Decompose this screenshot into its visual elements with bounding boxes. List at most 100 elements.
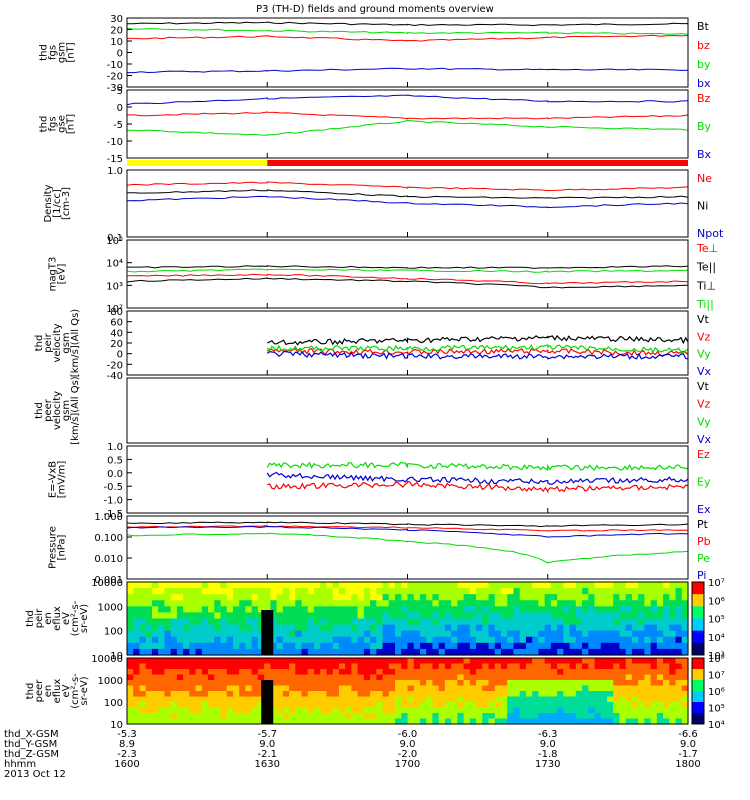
spec-cell [245,713,253,720]
spec-cell [463,612,471,620]
spec-cell [600,658,608,665]
series-peir-velocity-Vx [266,350,689,360]
spec-cell [550,663,558,670]
spec-cell [582,718,589,725]
spec-cell [189,674,197,681]
spec-cell [183,696,190,703]
ytick-peer-spec-2: 100 [104,698,123,709]
spec-cell [164,630,172,638]
legend-peir-velocity-3: Vx [697,365,712,378]
spec-cell [519,674,527,681]
spec-cell [469,691,477,698]
spec-cell [432,594,440,601]
spec-cell [307,594,315,601]
spec-cell [631,612,639,620]
spec-cell [638,582,645,589]
spec-cell [264,594,271,601]
spec-cell [494,680,502,687]
spec-cell [257,600,265,607]
spec-cell [538,648,546,656]
spec-cell [314,642,321,650]
spec-cell [214,669,222,676]
spec-cell [619,636,627,644]
series-efield-Ex [266,471,689,485]
spec-cell [326,618,334,626]
spec-cell [176,691,184,698]
spec-cell [170,713,178,720]
legend-temperature-0: Te⊥ [696,242,718,255]
spec-cell [307,696,315,703]
spec-cell [170,618,178,626]
spec-cell [575,680,583,687]
spec-cell [482,718,490,725]
spec-cell [451,582,458,589]
spec-cell [289,618,296,626]
spec-cell [395,600,402,607]
spec-cell [388,648,396,656]
spec-cell [650,606,658,614]
spec-cell [151,680,159,687]
spec-cell [295,624,303,632]
spec-cell [282,707,290,714]
ytick-density-0: 1.0 [107,166,123,177]
spec-cell [145,624,153,632]
spec-cell [513,642,521,650]
spec-cell [501,624,508,632]
spec-cell [663,648,670,656]
spec-cell [656,594,664,601]
spec-cell [606,680,614,687]
spec-cell [656,663,664,670]
spec-cell [151,707,159,714]
spec-cell [226,669,234,676]
spec-cell [444,696,452,703]
spec-cell [295,630,303,638]
ytick-density-1: 0.1 [107,233,123,244]
spec-cell [151,663,159,670]
spec-cell [176,680,184,687]
spec-cell [550,680,558,687]
spec-cell [370,658,377,665]
spec-cell [264,606,271,614]
spec-cell [363,691,371,698]
spec-cell [370,630,377,638]
axis-row-value-0-0: -5.3 [117,729,137,740]
spec-cell [681,702,689,709]
spec-cell [594,618,602,626]
spec-cell [600,624,608,632]
spec-cell [600,606,608,614]
spec-cell [220,691,228,698]
ylabel-peir-spec-3: eflux [52,606,63,631]
spec-cell [314,718,321,725]
spec-cell [432,685,440,692]
spec-cell [395,658,402,665]
spec-cell [220,612,228,620]
ytick-pressure-2: 0.010 [94,554,123,565]
spec-cell [588,658,596,665]
spec-cell [538,663,546,670]
spec-cell [189,624,197,632]
spec-cell [251,685,259,692]
spec-cell [613,707,621,714]
spec-cell [314,674,321,681]
colorbar-label-2: 10⁶ [708,687,725,698]
spec-cell [245,696,253,703]
spec-cell [127,685,134,692]
spec-cell [606,588,614,595]
spec-cell [127,713,134,720]
spec-cell [663,600,670,607]
spec-cell [345,600,352,607]
spec-cell [320,648,328,656]
frame-peir-velocity [126,310,689,376]
spec-cell [438,600,446,607]
spec-cell [457,685,465,692]
series-pressure-Pt [126,521,689,528]
spec-cell [201,636,209,644]
spec-cell [482,642,490,650]
spec-cell [650,674,658,681]
ytick-fgs-gsm-4: -10 [107,60,123,71]
spec-cell [176,648,184,656]
spec-cell [351,600,359,607]
spec-cell [245,642,253,650]
spec-cell [681,658,689,665]
spec-cell [220,600,228,607]
